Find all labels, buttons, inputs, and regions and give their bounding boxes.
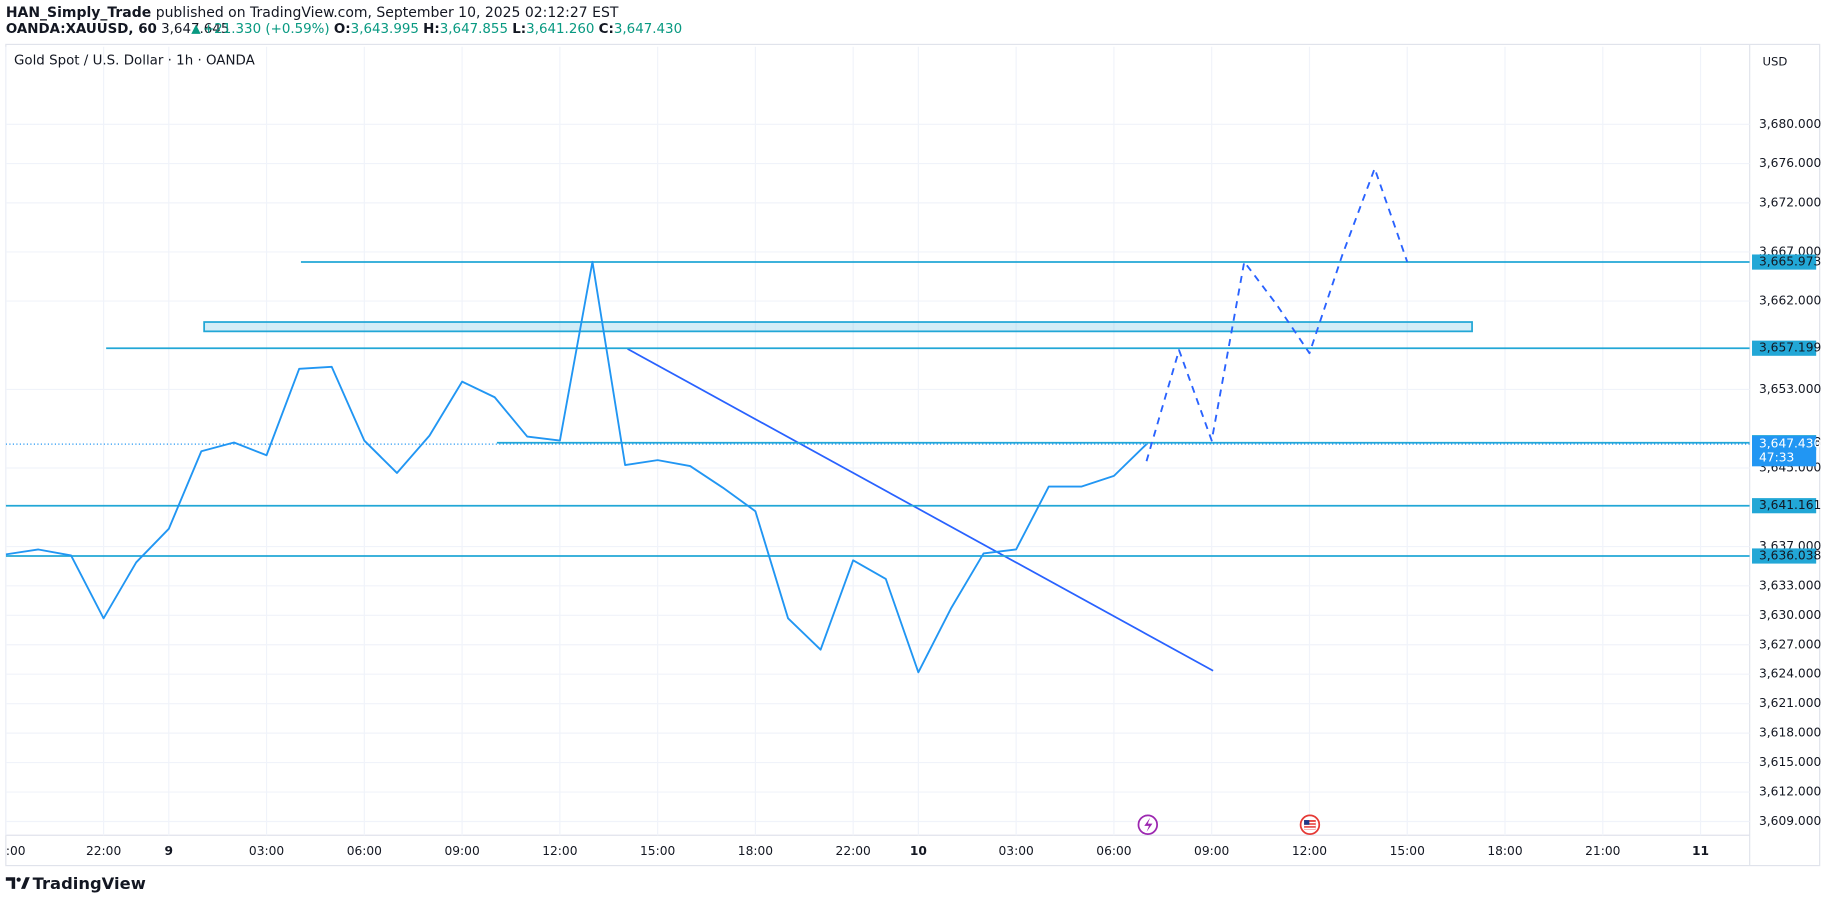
- x-tick-label: :00: [6, 844, 26, 858]
- y-tick-label: 3,653.000: [1759, 382, 1821, 396]
- y-tick-label: 3,624.000: [1759, 667, 1821, 681]
- price-axis: 3,680.0003,676.0003,672.0003,667.0003,66…: [1752, 117, 1821, 828]
- y-tick-label: 3,630.000: [1759, 608, 1821, 622]
- y-tick-label: 3,609.000: [1759, 814, 1821, 828]
- x-tick-label: 03:00: [999, 844, 1034, 858]
- x-tick-label: 18:00: [1487, 844, 1522, 858]
- y-tick-label: 3,676.000: [1759, 156, 1821, 170]
- svg-text:TradingView: TradingView: [33, 874, 146, 893]
- level-label: 3,636.038: [1759, 549, 1821, 563]
- x-tick-label: 22:00: [86, 844, 121, 858]
- ohlc-key: L:: [512, 22, 526, 37]
- y-tick-label: 3,612.000: [1759, 785, 1821, 799]
- x-tick-label: 11: [1692, 844, 1709, 858]
- zone-rectangle: [203, 321, 1473, 333]
- y-tick-label: 3,618.000: [1759, 726, 1821, 740]
- y-tick-label: 3,680.000: [1759, 117, 1821, 131]
- plot: [5, 167, 1750, 674]
- level-label-box: [1752, 254, 1817, 270]
- price-line: [5, 260, 1148, 674]
- x-tick-label: 9: [165, 844, 174, 858]
- currency: USD: [1763, 54, 1788, 68]
- ohlc-key: O:: [334, 22, 351, 37]
- price-line: [1145, 167, 1409, 462]
- x-tick-label: 15:00: [640, 844, 675, 858]
- level-label: 3,641.161: [1759, 498, 1821, 512]
- ohlc-value: 3,643.995: [351, 22, 419, 37]
- x-tick-label: 03:00: [249, 844, 284, 858]
- ohlc-key: H:: [423, 22, 440, 37]
- header-ohlc: +21.330 (+0.59%) O:3,643.995 H:3,647.855…: [203, 22, 682, 37]
- x-tick-label: 06:00: [347, 844, 382, 858]
- ohlc-key: C:: [599, 22, 614, 37]
- chart-title: Gold Spot / U.S. Dollar · 1h · OANDA: [14, 54, 256, 69]
- grid: [5, 46, 1750, 836]
- published: published on TradingView.com, September …: [156, 5, 619, 21]
- x-tick-label: 09:00: [1194, 844, 1229, 858]
- event-icon: [1137, 814, 1158, 835]
- trend-line: [627, 348, 1214, 672]
- last-price-box: [1752, 435, 1817, 467]
- last-price-label: 3,647.430: [1759, 437, 1821, 451]
- x-tick-label: 12:00: [542, 844, 577, 858]
- x-tick-label: 15:00: [1390, 844, 1425, 858]
- level-label-box: [1752, 340, 1817, 356]
- ohlc-value: 3,641.260: [526, 22, 594, 37]
- x-tick-label: 22:00: [836, 844, 871, 858]
- chart-frame: [5, 43, 1821, 867]
- y-tick-label: 3,627.000: [1759, 637, 1821, 651]
- x-tick-label: 12:00: [1292, 844, 1327, 858]
- symbol: OANDA:XAUUSD, 60: [6, 22, 157, 37]
- y-tick-label: 3,662.000: [1759, 294, 1821, 308]
- header-line-1: HAN_Simply_Trade published on TradingVie…: [6, 5, 619, 21]
- x-tick-label: 10: [910, 844, 927, 858]
- publisher: HAN_Simply_Trade: [6, 5, 151, 21]
- up-arrow: [191, 24, 201, 34]
- level-label: 3,657.199: [1759, 341, 1821, 355]
- countdown: 47:33: [1759, 451, 1794, 465]
- y-tick-label: 3,615.000: [1759, 755, 1821, 769]
- x-tick-label: 21:00: [1585, 844, 1620, 858]
- ohlc-value: 3,647.430: [614, 22, 682, 37]
- change: +21.330 (+0.59%): [203, 22, 330, 37]
- tradingview-logo: TradingView: [5, 874, 146, 893]
- us-flag-icon: [1299, 814, 1321, 835]
- level-label-box: [1752, 498, 1817, 514]
- level-label: 3,665.973: [1759, 255, 1821, 269]
- level-label-box: [1752, 548, 1817, 564]
- x-tick-label: 18:00: [738, 844, 773, 858]
- x-tick-label: 09:00: [444, 844, 479, 858]
- x-tick-label: 06:00: [1096, 844, 1131, 858]
- y-tick-label: 3,633.000: [1759, 578, 1821, 592]
- y-tick-label: 3,621.000: [1759, 696, 1821, 710]
- ohlc-value: 3,647.855: [440, 22, 508, 37]
- y-tick-label: 3,672.000: [1759, 195, 1821, 209]
